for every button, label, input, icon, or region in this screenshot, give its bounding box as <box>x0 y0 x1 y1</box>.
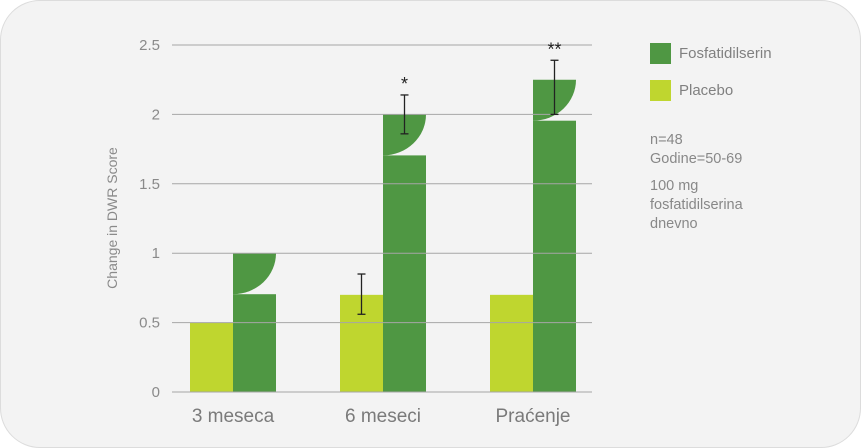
bar-placebo <box>490 294 533 392</box>
legend-item-fosfatidilserin: Fosfatidilserin <box>650 42 772 64</box>
y-axis-label: Change in DWR Score <box>104 147 120 289</box>
note-dose: 100 mg <box>650 178 699 194</box>
legend-swatch <box>650 79 671 101</box>
y-tick-label: 2.5 <box>139 37 160 54</box>
y-tick-label: 1 <box>152 245 160 262</box>
note-substance: fosfatidilserina <box>650 197 743 213</box>
bar-fosfatidilserin <box>383 155 426 392</box>
y-tick-label: 2 <box>152 106 160 123</box>
legend-swatch <box>650 42 671 64</box>
bar-cap-fosfatidilserin <box>383 114 426 156</box>
y-tick-label: 0.5 <box>139 315 160 332</box>
study-notes: n=48 Godine=50-69 100 mg fosfatidilserina d… <box>650 131 743 242</box>
bar-placebo <box>190 322 233 392</box>
x-tick-label: Praćenje <box>496 406 571 427</box>
note-frequency: dnevno <box>650 216 698 232</box>
legend-item-placebo: Placebo <box>650 79 772 101</box>
x-tick-label: 3 meseca <box>192 406 275 427</box>
bar-fosfatidilserin <box>233 294 276 392</box>
y-tick-label: 0 <box>152 384 160 401</box>
note-n: n=48 <box>650 132 683 148</box>
significance-mark: ** <box>547 39 561 59</box>
bar-cap-fosfatidilserin <box>233 253 276 295</box>
x-tick-label: 6 meseci <box>345 406 421 427</box>
note-age: Godine=50-69 <box>650 151 743 167</box>
y-tick-label: 1.5 <box>139 176 160 193</box>
legend: Fosfatidilserin Placebo <box>650 42 772 116</box>
bar-fosfatidilserin <box>533 120 576 392</box>
significance-mark: * <box>401 74 408 94</box>
legend-label: Placebo <box>679 81 734 99</box>
legend-label: Fosfatidilserin <box>679 44 772 62</box>
